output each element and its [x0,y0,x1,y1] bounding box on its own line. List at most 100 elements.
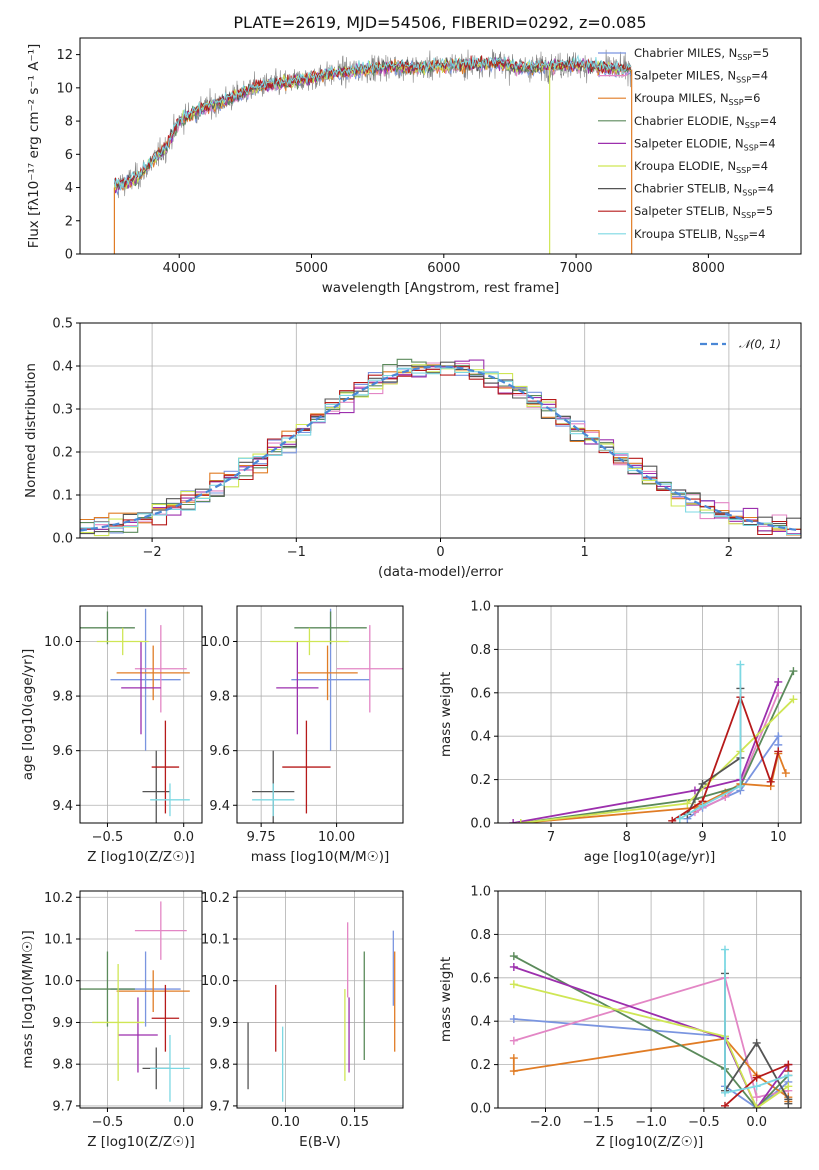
weight-point-marker [774,688,783,697]
weight-series-line [513,983,789,1108]
residual-histogram-step [80,367,801,536]
y-tick-label: 0.2 [470,1058,491,1073]
errorbar-point [270,627,349,656]
z-mass-frame [79,890,203,1109]
weight-point-marker [720,1088,729,1097]
y-tick-label: 10.1 [201,932,230,947]
x-tick-label: −1 [287,545,306,560]
errorbar-point [151,720,180,814]
weight-point-marker [784,1071,793,1080]
y-tick-label: 9.9 [209,1016,230,1031]
x-tick-label: 0.0 [746,1115,767,1130]
x-axis-label: wavelength [Angstrom, rest frame] [322,280,560,296]
y-tick-label: 8 [65,115,73,130]
y-tick-label: 0.8 [470,928,491,943]
weight-point-marker [774,732,783,741]
weight-point-marker [752,1093,761,1102]
errorbar-point [96,627,149,656]
model-fit-line [113,56,632,190]
weight-point-marker [736,660,745,669]
legend-entry: Salpeter STELIB, NSSP=5 [634,204,773,220]
weight-point-marker [784,1099,793,1108]
z-age-axes: −0.5 0.0 9.4 9.6 9.8 10.0 Z [log10(Z/Z☉)] age [… [20,606,202,865]
weight-point-marker [774,677,783,686]
errorbar-point [150,783,190,817]
y-tick-label: 9.6 [209,744,230,759]
ebv-mass-frame [236,890,404,1109]
mass-age-errorbars [252,608,403,823]
errorbar-point [252,783,295,817]
errorbar-point [282,720,331,814]
y-axis-label: Normed distribution [23,363,39,498]
legend-entry: Chabrier STELIB, NSSP=4 [634,182,774,198]
y-tick-label: 0.2 [52,446,73,461]
weight-point-marker [683,799,692,808]
model-fit-line [113,56,632,189]
y-tick-label: 0.8 [470,643,491,658]
y-tick-label: 4 [65,181,73,196]
spectrum-lines [113,49,633,254]
mass-age-axes: 9.75 10.00 9.4 9.6 9.8 10.0 mass [log10(M/M☉)] [201,606,403,865]
y-tick-label: 10.0 [44,974,73,989]
errorbar-point [276,641,319,735]
weight-point-marker [509,819,518,823]
y-tick-label: 9.4 [209,799,230,814]
x-tick-label: −0.5 [92,830,124,845]
x-tick-label: −1.0 [635,1115,667,1130]
errorbar-point [151,984,180,1052]
weight-point-marker [509,1015,518,1024]
weight-point-marker [720,945,729,954]
errorbar-point [121,641,161,735]
x-axis-label: age [log10(age/yr)] [584,849,716,865]
legend-entry: Chabrier MILES, NSSP=5 [634,46,769,62]
y-tick-label: 1.0 [470,885,491,900]
x-tick-label: 9 [698,830,706,845]
z-weight-frame [497,890,802,1109]
y-tick-label: 9.9 [52,1016,73,1031]
y-tick-label: 9.6 [52,744,73,759]
x-axis-label: (data-model)/error [378,564,504,580]
y-tick-label: 0.2 [470,773,491,788]
errorbar-point [92,964,145,1081]
y-tick-label: 0.0 [52,532,73,547]
y-tick-label: 0.4 [470,730,491,745]
x-tick-label: 7000 [560,261,593,276]
x-axis-label: mass [log10(M/M☉)] [251,849,390,865]
errorbar-point [150,1034,190,1102]
x-tick-label: 7 [547,830,555,845]
legend-entry: Kroupa ELODIE, NSSP=4 [634,159,768,175]
weight-point-marker [668,816,677,823]
weight-point-marker [509,1054,518,1063]
residual-histograms [80,358,801,537]
weight-point-marker [516,819,525,823]
z-age-errorbars [80,608,190,823]
x-tick-label: 10 [770,830,787,845]
y-axis-label: mass weight [438,672,454,757]
x-tick-label: 4000 [163,261,196,276]
weight-point-marker [698,779,707,788]
x-tick-label: 0.0 [173,830,194,845]
y-tick-label: 10.0 [44,635,73,650]
y-tick-label: 0.6 [470,971,491,986]
age-weight-axes: 7 8 9 10 0.0 0.2 0.4 0.6 0.8 1.0 age [log10(age/yr… [438,600,801,865]
legend-entry: 𝒩(0, 1) [739,337,781,351]
errorbar-point [134,901,187,960]
model-fit-line [113,56,632,194]
weight-point-marker [789,695,798,704]
spectrum-frame [79,37,802,255]
weight-point-marker [784,1082,793,1091]
y-tick-label: 9.7 [52,1099,73,1114]
residuals-frame [79,322,802,539]
y-tick-label: 12 [56,48,73,63]
x-tick-label: −2.0 [530,1115,562,1130]
weight-point-marker [720,1101,729,1108]
errorbar-point [118,997,158,1073]
y-tick-label: 1.0 [470,600,491,615]
mass-age-frame [236,605,404,824]
errorbar-point [80,951,135,1027]
x-tick-label: −0.5 [92,1115,124,1130]
errorbar-point [297,645,358,701]
ebv-mass-errorbars [247,922,396,1102]
model-fit-line [113,54,632,190]
weight-point-marker [752,1082,761,1091]
